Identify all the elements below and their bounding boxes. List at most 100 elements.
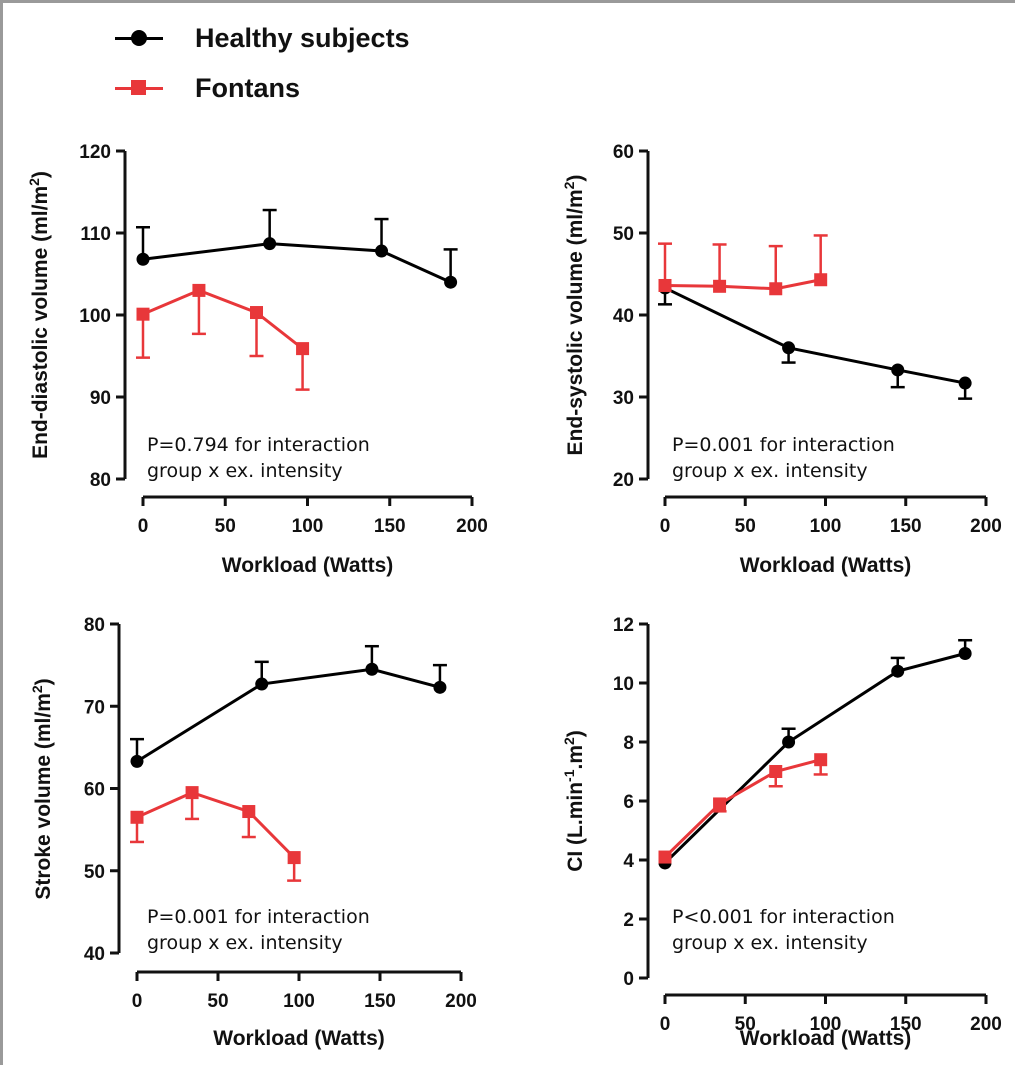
data-point-healthy	[958, 647, 972, 660]
x-tick-label: 150	[890, 1014, 922, 1035]
data-point-fontans	[713, 797, 727, 811]
y-axis-label-part: )	[29, 171, 52, 178]
series-line-fontans	[136, 791, 296, 859]
y-tick-label: 6	[623, 792, 634, 813]
data-point-fontans	[250, 306, 264, 320]
y-tick-label: 8	[623, 733, 634, 754]
series-line-fontans	[142, 288, 304, 350]
x-axis-label: Workload (Watts)	[213, 1027, 385, 1050]
y-axis-label-part: 2	[26, 178, 42, 186]
y-axis-label-part: -1	[561, 769, 577, 782]
x-tick-label: 50	[735, 516, 756, 537]
data-point-fontans	[769, 765, 783, 778]
p-value-annotation: group x ex. intensity	[147, 932, 343, 954]
legend-label-healthy: Healthy subjects	[195, 23, 410, 53]
y-axis-label-part: CI (L.min	[564, 782, 587, 872]
p-value-annotation: group x ex. intensity	[147, 460, 343, 482]
x-tick-label: 50	[215, 516, 236, 537]
x-axis-label: Workload (Watts)	[222, 554, 394, 577]
y-tick-label: 40	[613, 306, 634, 327]
y-tick-label: 100	[79, 306, 111, 327]
y-tick-label: 60	[84, 780, 105, 801]
y-tick-label: 4	[623, 851, 634, 872]
x-tick-label: 200	[970, 516, 1002, 537]
p-value-annotation: P<0.001 for interaction	[672, 906, 895, 928]
y-tick-label: 2	[623, 910, 634, 931]
series-line-healthy	[664, 286, 966, 385]
data-point-healthy	[255, 677, 269, 691]
y-tick-label: 60	[613, 142, 634, 163]
x-axis-label: Workload (Watts)	[740, 1027, 912, 1050]
x-tick-label: 100	[283, 991, 315, 1012]
data-point-healthy	[130, 754, 144, 768]
x-axis-label: Workload (Watts)	[740, 554, 912, 577]
y-tick-label: 50	[613, 224, 634, 245]
y-axis-label-part: )	[32, 678, 55, 685]
data-point-fontans	[814, 753, 828, 767]
y-tick-label: 120	[79, 142, 111, 163]
y-axis-label-part: End-systolic volume (ml/m	[564, 189, 587, 455]
x-tick-label: 0	[132, 991, 143, 1012]
data-point-fontans	[192, 283, 206, 297]
data-point-fontans	[814, 273, 828, 287]
y-axis-label-part: 2	[29, 685, 45, 693]
x-tick-label: 100	[810, 1014, 842, 1035]
y-tick-label: 0	[623, 969, 634, 990]
data-point-healthy	[891, 363, 905, 377]
x-tick-label: 50	[735, 1014, 756, 1035]
y-tick-label: 80	[90, 470, 111, 491]
data-point-fontans	[185, 786, 199, 800]
y-tick-label: 50	[84, 862, 105, 883]
data-point-healthy	[958, 376, 972, 390]
y-axis-label-part: Stroke volume (ml/m	[32, 693, 55, 900]
x-tick-label: 200	[456, 516, 488, 537]
y-axis-label-part: )	[564, 175, 587, 182]
series-line-fontans	[664, 278, 821, 291]
data-point-fontans	[136, 307, 150, 321]
series-line-healthy	[136, 667, 441, 763]
data-point-healthy	[782, 735, 796, 749]
p-value-annotation: P=0.794 for interaction	[147, 434, 370, 456]
data-point-fontans	[658, 850, 672, 864]
y-tick-label: 40	[84, 944, 105, 965]
data-point-healthy	[263, 237, 277, 251]
x-tick-label: 200	[970, 1014, 1002, 1035]
y-axis-label-part: 2	[561, 181, 577, 189]
chart-panel-4: 0 2 4 6 8 10 12 0 50 100 150 200 Workload (Watts) CI …	[561, 615, 1002, 1050]
y-axis-label: End-systolic volume (ml/m2)	[561, 175, 587, 456]
data-point-healthy	[782, 341, 796, 355]
data-point-healthy	[444, 275, 458, 289]
data-point-fontans	[769, 282, 783, 296]
data-point-healthy	[136, 252, 150, 266]
p-value-annotation: group x ex. intensity	[672, 460, 868, 482]
x-tick-label: 150	[890, 516, 922, 537]
y-axis-label: End-diastolic volume (ml/m2)	[26, 171, 52, 459]
y-tick-label: 10	[613, 674, 634, 695]
series-line-healthy	[142, 242, 452, 284]
data-point-fontans	[713, 279, 727, 293]
y-axis-label-part: .m	[564, 745, 587, 770]
y-tick-label: 70	[84, 697, 105, 718]
y-axis-label: CI (L.min-1.m2)	[561, 730, 587, 872]
chart-panel-3: 40 50 60 70 80 0 50 100 150 200 Workload (Watts) St…	[29, 615, 477, 1050]
y-axis-label-part: 2	[561, 737, 577, 745]
x-tick-label: 0	[660, 516, 671, 537]
data-point-healthy	[375, 244, 389, 258]
data-point-fontans	[287, 851, 301, 865]
square-marker-icon	[131, 80, 146, 95]
p-value-annotation: P=0.001 for interaction	[672, 434, 895, 456]
x-tick-label: 100	[292, 516, 324, 537]
legend-item-fontans: Fontans	[115, 68, 515, 108]
x-tick-label: 50	[207, 991, 228, 1012]
chart-panel-1: 80 90 100 110 120 0 50 100 150 200 Workload (Watts…	[26, 142, 488, 577]
y-tick-label: 80	[84, 615, 105, 636]
legend-item-healthy: Healthy subjects	[115, 18, 515, 58]
series-line-healthy	[663, 652, 966, 865]
series-line-fontans	[663, 758, 822, 859]
x-tick-label: 0	[138, 516, 149, 537]
p-value-annotation: P=0.001 for interaction	[147, 906, 370, 928]
data-point-fontans	[658, 278, 672, 292]
x-tick-label: 200	[445, 991, 477, 1012]
y-tick-label: 30	[613, 388, 634, 409]
